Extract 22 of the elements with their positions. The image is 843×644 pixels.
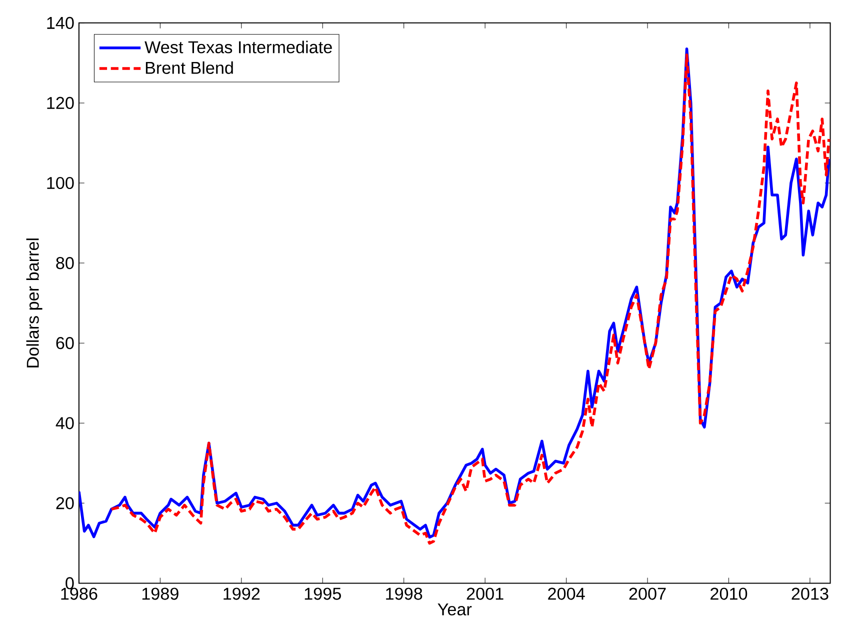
x-tick-label: 2010 xyxy=(710,588,748,600)
x-tick-label: 2013 xyxy=(792,588,828,600)
x-tick-label: 2001 xyxy=(466,588,504,600)
y-tick-label: 20 xyxy=(56,496,74,510)
legend-label: Brent Blend xyxy=(146,61,233,74)
x-tick-label: 1992 xyxy=(224,588,260,600)
x-tick-label: 1995 xyxy=(304,588,341,600)
y-tick-label: 80 xyxy=(56,256,74,269)
legend-label: West Texas Intermediate xyxy=(144,40,332,54)
x-tick-label: 1989 xyxy=(142,588,178,600)
y-tick-label: 40 xyxy=(56,416,74,430)
y-tick-label: 100 xyxy=(47,176,74,189)
y-tick-label: 120 xyxy=(47,96,74,109)
x-axis-title: Year xyxy=(438,603,472,616)
x-tick-label: 1986 xyxy=(61,588,98,600)
y-axis-title: Dollars per barrel xyxy=(26,238,42,368)
y-tick-label: 140 xyxy=(47,16,74,29)
y-tick-label: 0 xyxy=(66,576,74,590)
y-tick-label: 60 xyxy=(56,336,74,349)
x-tick-label: 2004 xyxy=(548,588,585,600)
x-tick-label: 1998 xyxy=(386,588,422,600)
x-tick-label: 2007 xyxy=(629,588,666,600)
